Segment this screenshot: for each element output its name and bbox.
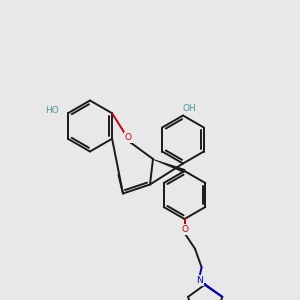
Text: N: N xyxy=(196,276,202,285)
Text: OH: OH xyxy=(183,103,196,112)
Text: O: O xyxy=(124,133,132,142)
Text: HO: HO xyxy=(45,106,59,116)
Text: O: O xyxy=(181,225,188,234)
Polygon shape xyxy=(153,159,185,172)
